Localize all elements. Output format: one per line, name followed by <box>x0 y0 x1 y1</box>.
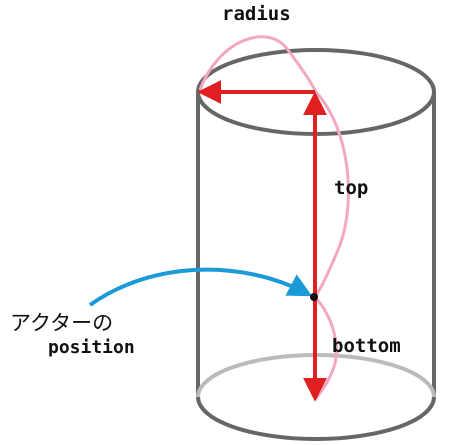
position-arrow <box>88 267 313 307</box>
top-curve <box>313 91 350 298</box>
top-label: top <box>334 177 368 199</box>
radius-curve <box>198 35 318 93</box>
actor-position-point <box>310 293 318 301</box>
position-label: position <box>48 337 135 358</box>
actor-label: アクターの <box>10 311 113 335</box>
cylinder-bottom-front-edge <box>196 396 436 441</box>
bottom-label: bottom <box>332 335 401 357</box>
radius-label: radius <box>222 3 291 25</box>
